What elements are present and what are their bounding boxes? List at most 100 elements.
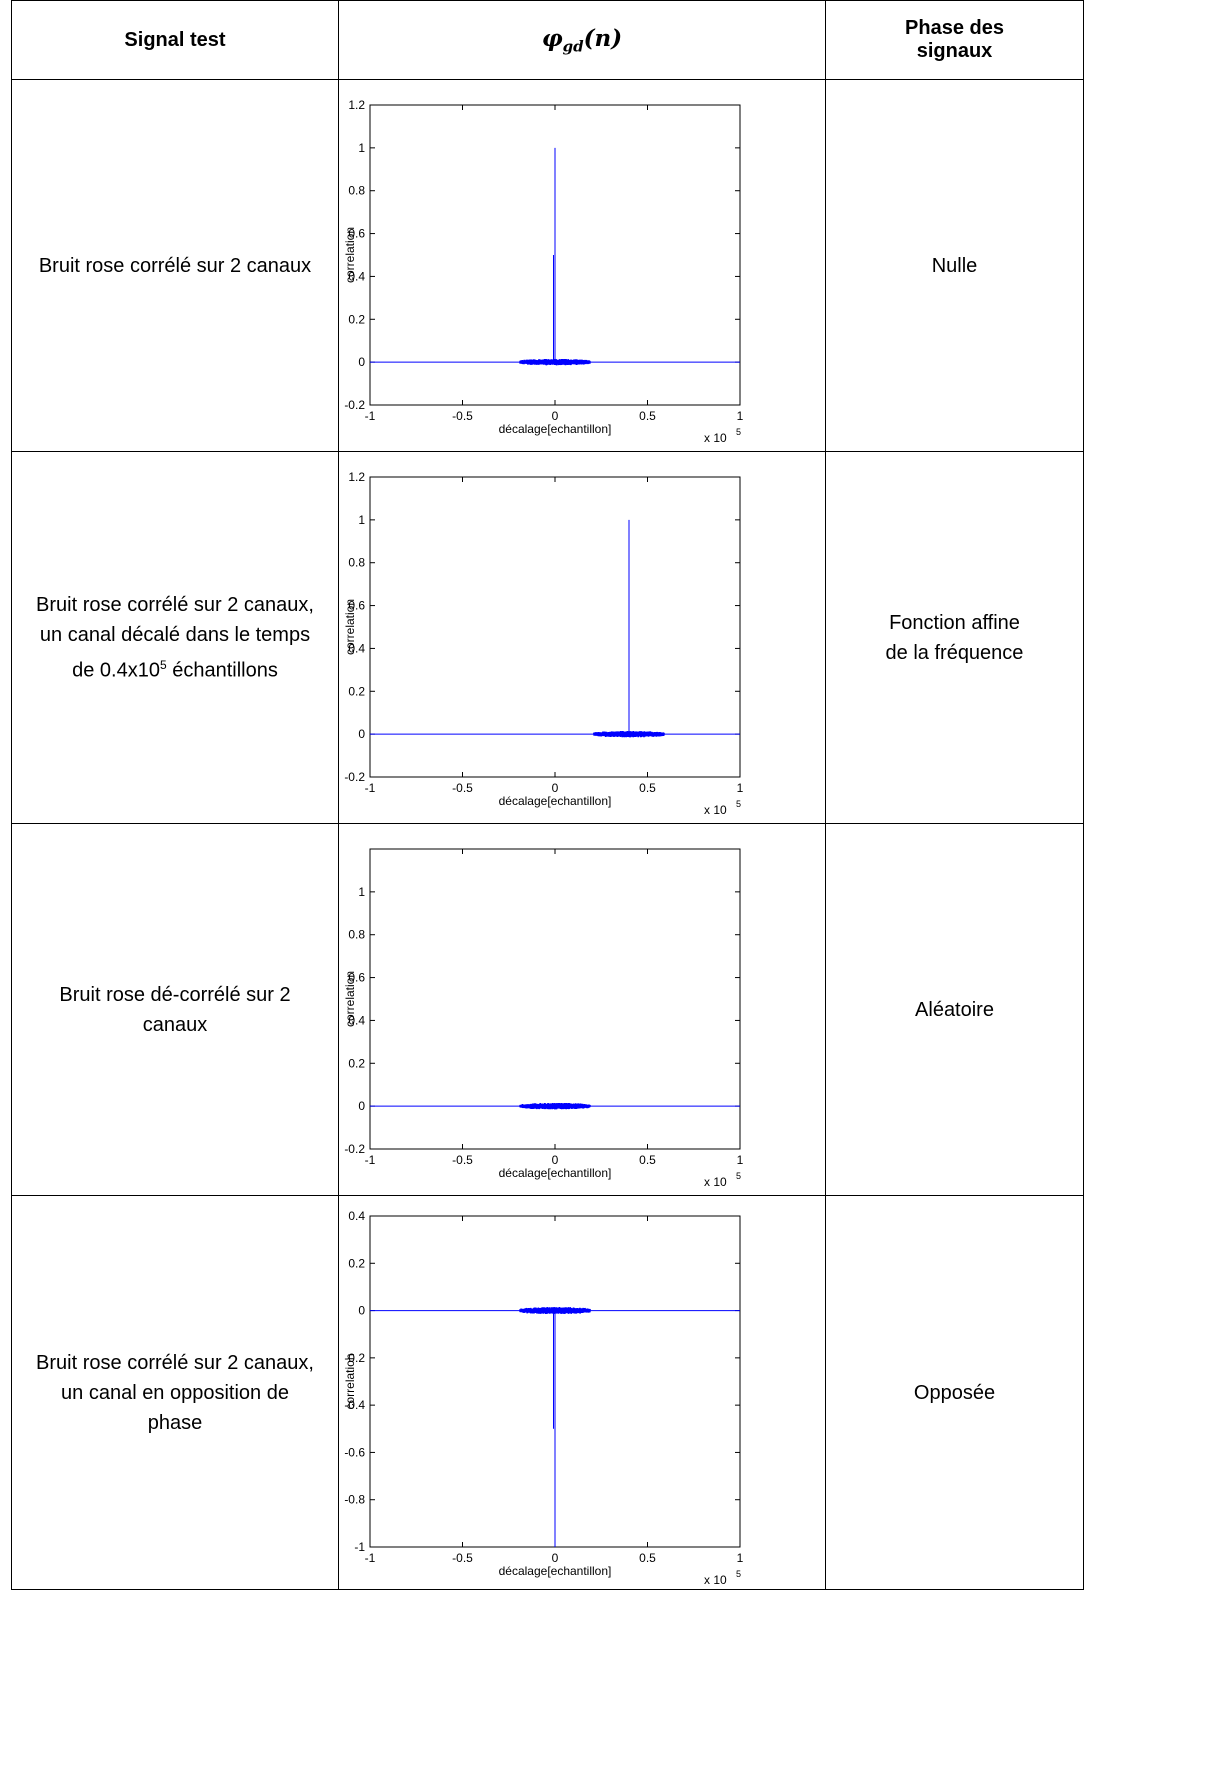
correlation-plot: -0.2 0 0.2 0.4 0.6 0.8 1 1.2 -1 -0.5 0 0.5 1 décalage… [343,98,744,445]
plot-frame [369,476,741,778]
signal-description: Bruit rose corrélé sur 2 canaux, un cana… [11,451,339,824]
x-multiplier-label: x 10 [704,1175,727,1189]
x-tick-label: -1 [365,1551,376,1565]
signal-line: Bruit rose corrélé sur 2 canaux, [36,1351,314,1374]
x-tick-label: 0.5 [639,1551,656,1565]
header-phase-line1: Phase des [905,17,1004,39]
y-tick-label: 0.6 [348,599,365,613]
series-noise [519,1102,591,1110]
series-noise [519,1307,591,1315]
x-multiplier-exponent: 5 [736,1171,741,1181]
x-tick-label: 1 [737,1153,744,1167]
y-tick-label: 1.2 [348,98,365,112]
phase-description: Opposée [825,1195,1084,1590]
signal-line: canaux [142,1013,208,1036]
y-tick-label: 0.8 [348,928,365,942]
y-tick-label: -0.2 [344,398,365,412]
phase-line: Aléatoire [915,998,994,1021]
x-tick-label: 0 [552,1153,559,1167]
y-tick-label: 0.6 [348,971,365,985]
header-row: Signal test φgd(n) Phase des signaux [11,0,1084,80]
x-tick-label: -0.5 [452,409,473,423]
header-phi-gd: φgd(n) [338,0,826,80]
x-tick-label: 0 [552,781,559,795]
y-tick-label: -0.8 [344,1493,365,1507]
header-phase-des-signaux: Phase des signaux [825,0,1084,80]
table-row: Bruit rose dé-corrélé sur 2 canaux -0.2 0… [11,823,1084,1196]
x-tick-label: -0.5 [452,1551,473,1565]
x-multiplier-label: x 10 [704,1573,727,1584]
x-tick-label: -0.5 [452,781,473,795]
phase-description: Nulle [825,79,1084,452]
phi-formula: φgd(n) [542,24,623,56]
correlation-plot-cell: -1 -0.8 -0.6 -0.4 -0.2 0 0.2 0.4 -1 -0.5 0 0.5 1 déca… [338,1195,826,1590]
signal-line: un canal décalé dans le temps [39,623,311,646]
correlation-plot: -1 -0.8 -0.6 -0.4 -0.2 0 0.2 0.4 -1 -0.5 0 0.5 1 déca… [343,1209,744,1587]
y-tick-label: -0.2 [344,1142,365,1156]
phi-subscript: gd [562,37,584,56]
y-tick-label: 0.4 [348,1013,365,1027]
y-tick-label: -1 [354,1540,365,1554]
y-tick-label: -0.2 [344,1351,365,1365]
signal-line: Bruit rose corrélé sur 2 canaux, [36,593,314,616]
x-tick-label: 0.5 [639,781,656,795]
y-tick-label: 0 [358,727,365,741]
table-row: Bruit rose corrélé sur 2 canaux -0.2 0 0.2… [11,79,1084,452]
signal-description: Bruit rose corrélé sur 2 canaux, un cana… [11,1195,339,1590]
signal-line: un canal en opposition de [61,1381,289,1404]
y-tick-label: 0.2 [348,312,365,326]
x-tick-label: 0 [552,1551,559,1565]
y-tick-label: -0.4 [344,1398,365,1412]
x-tick-label: 1 [737,1551,744,1565]
signal-description: Bruit rose dé-corrélé sur 2 canaux [11,823,339,1196]
y-tick-label: 1 [358,885,365,899]
correlation-plot-cell: -0.2 0 0.2 0.4 0.6 0.8 1 1.2 -1 -0.5 0 0.5 1 décalage… [338,79,826,452]
y-tick-label: 0.8 [348,556,365,570]
x-axis-label: décalage[echantillon] [499,1166,612,1180]
y-tick-label: 1.2 [348,470,365,484]
header-phase-line2: signaux [916,40,993,62]
results-table-container: Signal test φgd(n) Phase des signaux Bru… [11,0,1084,1774]
correlation-plot-cell: -0.2 0 0.2 0.4 0.6 0.8 1 1.2 -1 -0.5 0 0.5 1 décalage… [338,451,826,824]
x-tick-label: 1 [737,781,744,795]
y-tick-label: -0.6 [344,1445,365,1459]
x-axis-label: décalage[echantillon] [499,1564,612,1578]
results-table: Signal test φgd(n) Phase des signaux Bru… [11,0,1084,1590]
x-tick-label: 0 [552,409,559,423]
y-tick-label: 0.6 [348,227,365,241]
y-axis-label: correlation [343,1353,357,1409]
x-tick-label: 0.5 [639,1153,656,1167]
y-tick-label: 0.2 [348,1256,365,1270]
y-tick-label: 0.4 [348,1209,365,1223]
x-tick-label: 1 [737,409,744,423]
signal-line: Bruit rose corrélé sur 2 canaux [38,254,312,277]
signal-description: Bruit rose corrélé sur 2 canaux [11,79,339,452]
x-tick-label: -1 [365,1153,376,1167]
signal-line: échantillons [166,659,278,682]
phase-description: Aléatoire [825,823,1084,1196]
y-axis-label: correlation [343,227,357,283]
phase-line: Fonction affine [889,611,1020,634]
y-tick-label: 0.2 [348,684,365,698]
y-tick-label: 0 [358,1099,365,1113]
y-tick-label: 0.4 [348,269,365,283]
signal-exponent: 5 [159,657,167,672]
correlation-plot: -0.2 0 0.2 0.4 0.6 0.8 1 -1 -0.5 0 0.5 1 décalage[ec… [343,848,744,1189]
y-axis-label: correlation [343,599,357,655]
x-axis-label: décalage[echantillon] [499,422,612,436]
x-multiplier-exponent: 5 [736,427,741,437]
y-tick-label: -0.2 [344,770,365,784]
phase-line: de la fréquence [885,641,1024,664]
phi-argument: (n) [583,24,623,52]
x-multiplier-label: x 10 [704,431,727,445]
x-tick-label: 0.5 [639,409,656,423]
x-tick-label: -0.5 [452,1153,473,1167]
y-tick-label: 0 [358,355,365,369]
signal-line: de 0.4x10 [72,659,160,682]
table-row: Bruit rose corrélé sur 2 canaux, un cana… [11,451,1084,824]
correlation-plot: -0.2 0 0.2 0.4 0.6 0.8 1 1.2 -1 -0.5 0 0.5 1 décalage… [343,470,744,817]
signal-line: Bruit rose dé-corrélé sur 2 [59,983,291,1006]
x-axis-label: décalage[echantillon] [499,794,612,808]
y-tick-label: 1 [358,141,365,155]
x-tick-label: -1 [365,409,376,423]
